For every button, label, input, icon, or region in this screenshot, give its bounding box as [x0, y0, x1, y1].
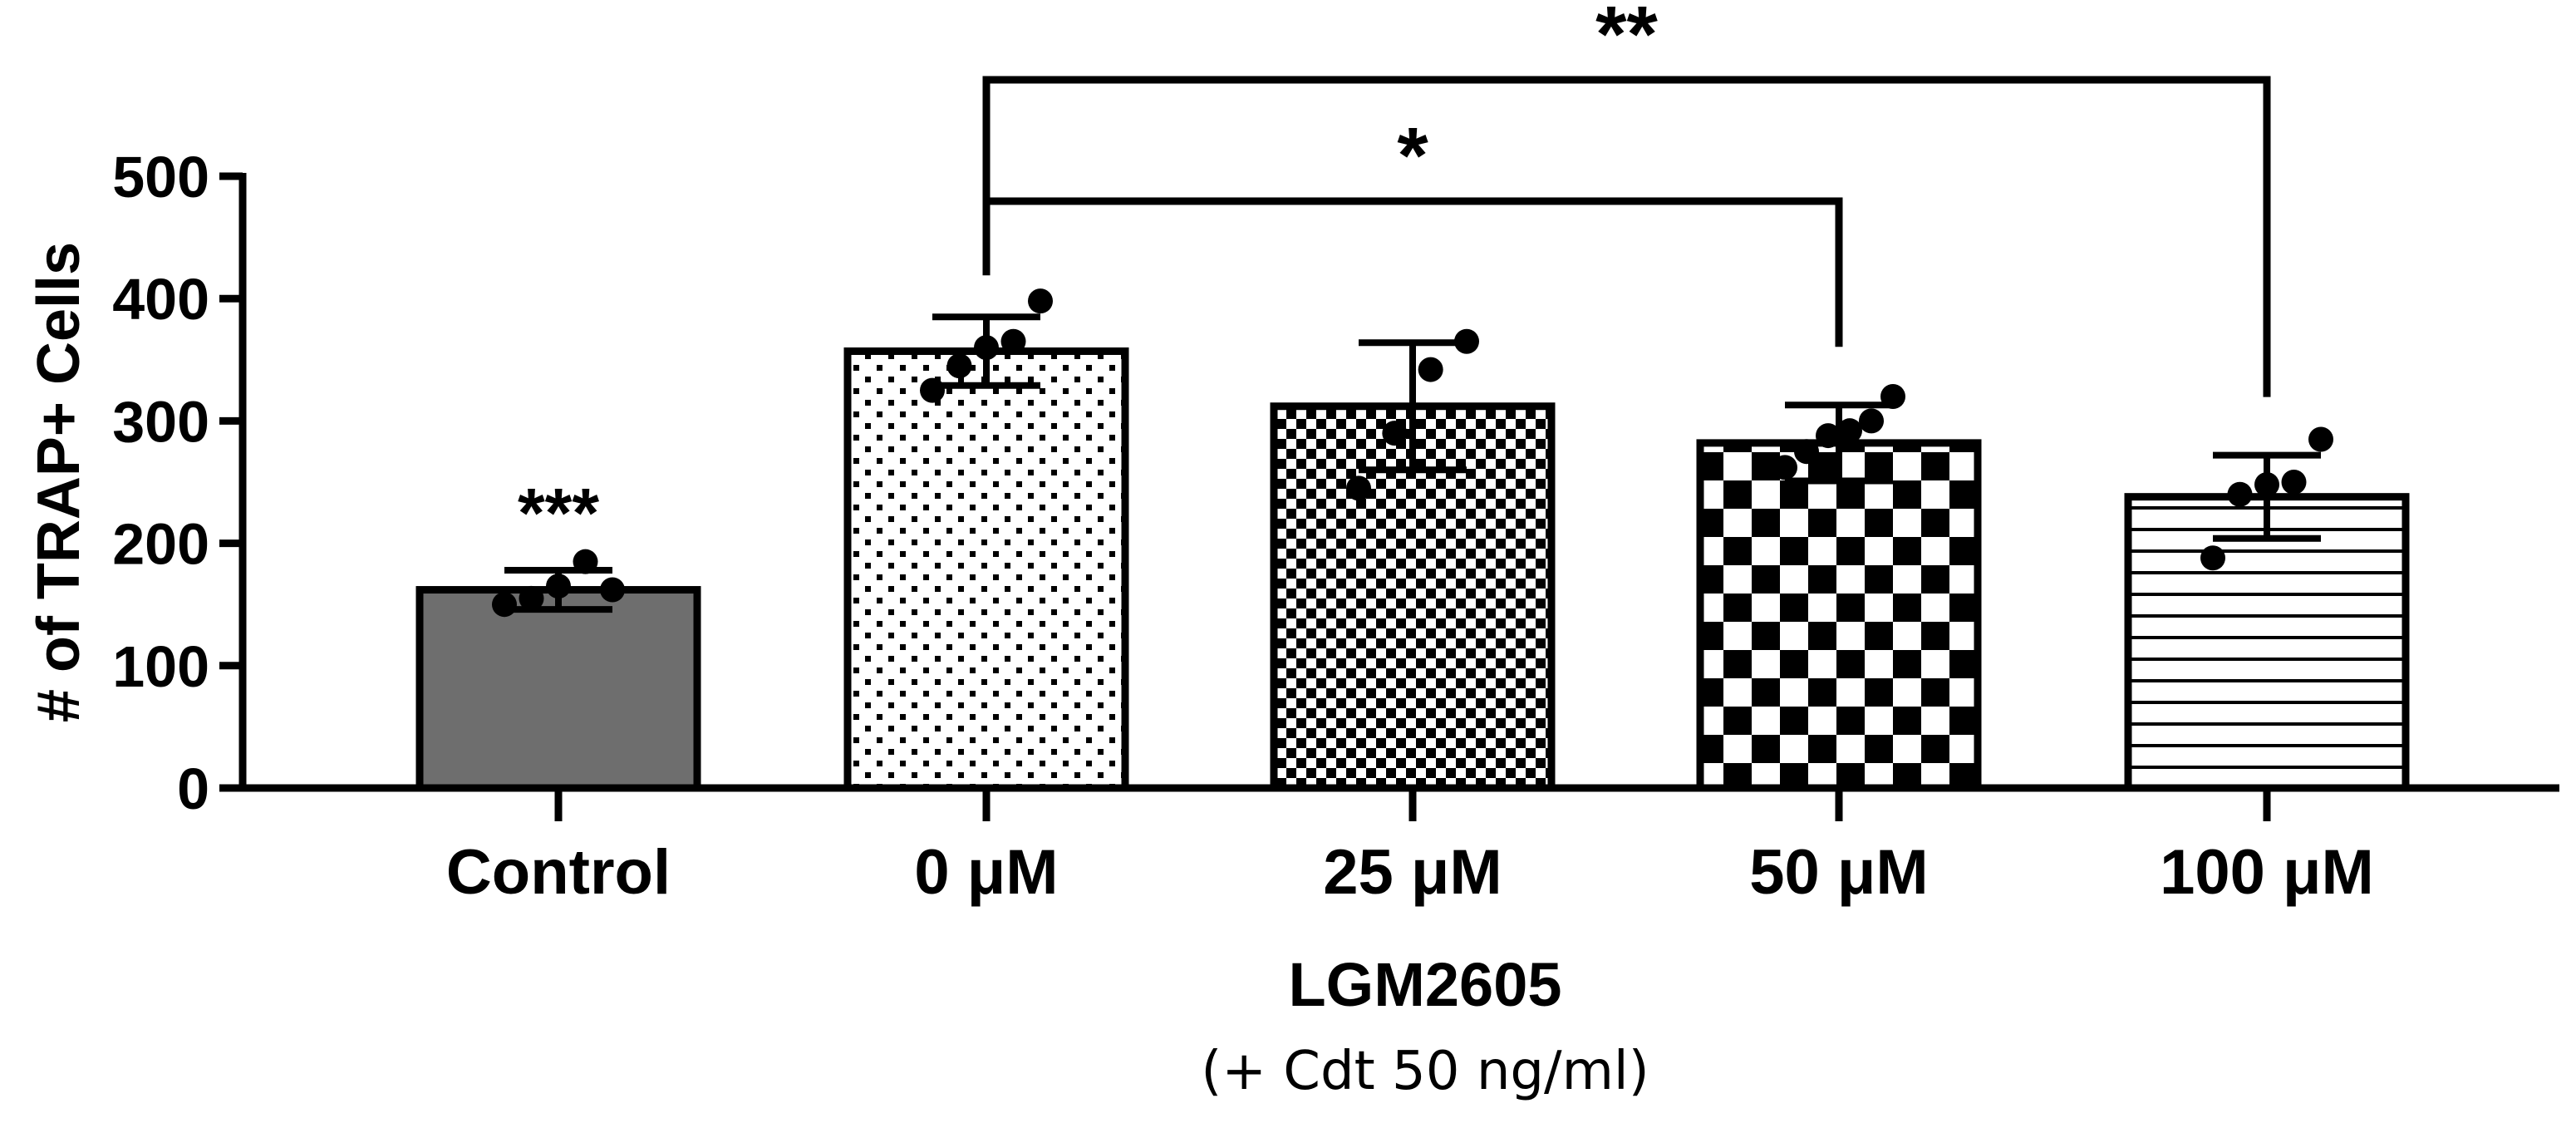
y-tick-label: 0	[177, 756, 209, 821]
y-tick-label: 200	[112, 512, 209, 577]
x-tick-label: 25 μM	[1323, 837, 1502, 908]
data-point	[2308, 426, 2333, 452]
data-point	[1346, 475, 1371, 501]
significance-bracket	[982, 197, 1843, 347]
data-point	[974, 335, 999, 361]
x-tick-label: 100 μM	[2160, 837, 2374, 908]
bar-0-μm	[843, 347, 1129, 792]
bar-50-μm	[1696, 439, 1982, 792]
y-tick-label: 100	[112, 634, 209, 699]
x-axis-title: LGM2605	[1288, 950, 1561, 1019]
x-axis-subtitle: (+ Cdt 50 ng/ml)	[1201, 1041, 1649, 1102]
data-point	[2254, 471, 2279, 497]
data-point	[2200, 545, 2225, 571]
significance-label: *	[1397, 111, 1428, 200]
data-point	[946, 353, 972, 379]
data-point	[1837, 418, 1862, 444]
data-point	[2281, 470, 2307, 495]
data-point	[519, 585, 544, 611]
y-axis-title: # of TRAP+ Cells	[26, 242, 92, 722]
data-point	[920, 377, 945, 403]
y-tick-label: 400	[112, 267, 209, 332]
data-point	[1880, 383, 1905, 409]
y-tick-label: 500	[112, 145, 209, 209]
data-point	[573, 549, 598, 574]
y-tick-label: 300	[112, 389, 209, 454]
data-point	[1816, 423, 1841, 449]
significance-bracket	[982, 76, 2271, 397]
data-point	[2227, 481, 2253, 507]
data-point	[1000, 328, 1026, 354]
axes-layer: 0 100 200 300 400 500 Control 0 μM 25 μM 50 μM 100…	[112, 145, 2559, 908]
significance-label: ***	[518, 474, 599, 552]
data-point	[492, 592, 517, 618]
data-point	[600, 577, 625, 603]
data-point	[1794, 439, 1819, 465]
x-tick-label: 50 μM	[1749, 837, 1928, 908]
significance-layer: ******	[518, 0, 2271, 552]
data-point	[1382, 421, 1408, 446]
data-point	[1028, 288, 1053, 314]
data-point	[546, 574, 571, 599]
points-layer	[492, 288, 2333, 618]
x-tick-label: Control	[446, 837, 671, 908]
bar-control	[415, 586, 701, 792]
significance-label: **	[1595, 0, 1658, 79]
data-point	[1418, 357, 1443, 382]
data-point	[1454, 328, 1479, 354]
data-point	[1772, 455, 1797, 480]
x-tick-label: 0 μM	[914, 837, 1058, 908]
data-point	[1859, 408, 1884, 434]
